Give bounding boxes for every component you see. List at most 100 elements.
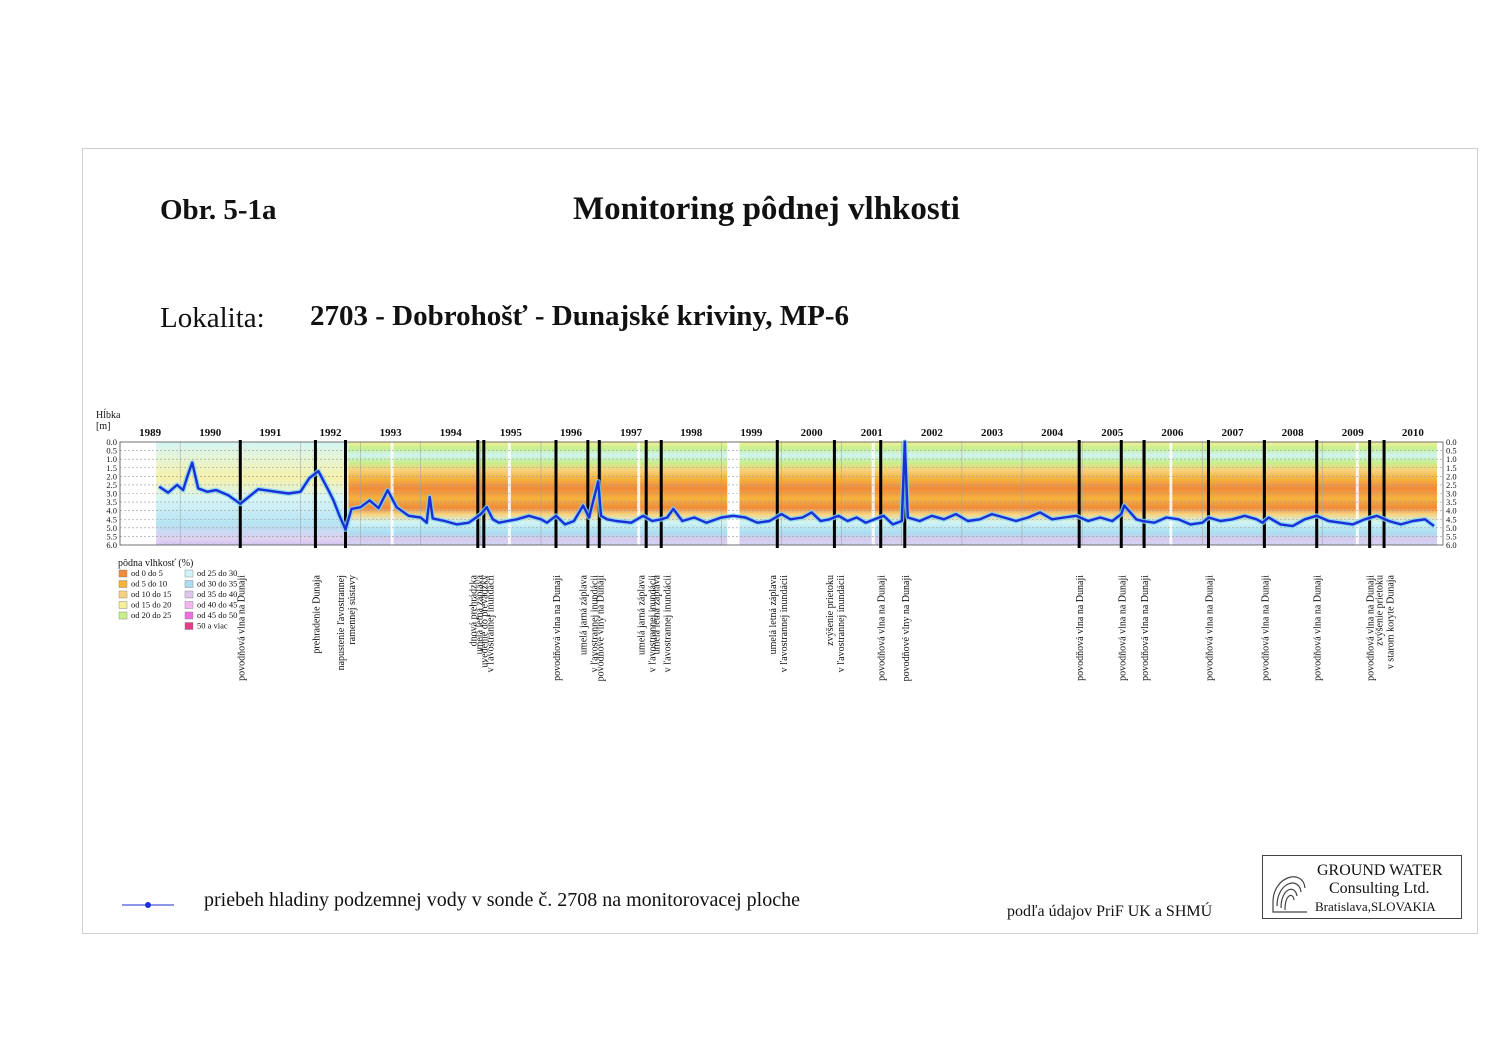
legend-swatch-5 bbox=[184, 569, 194, 578]
legend-swatch-6 bbox=[184, 580, 194, 588]
legend-label-1: od 5 do 10 bbox=[131, 579, 167, 589]
legend-swatch-9 bbox=[184, 611, 194, 620]
event-label-2-1: ramennej sústavy bbox=[347, 575, 358, 645]
event-label-10-0: umelá letná záplava bbox=[768, 574, 779, 654]
legend-swatch-1 bbox=[118, 580, 128, 588]
data-source: podľa údajov PriF UK a SHMÚ bbox=[1007, 903, 1213, 920]
plot-border bbox=[119, 441, 1444, 546]
event-label-3-1: uvedenie do prevádzky bbox=[479, 575, 490, 668]
y-tick-right-1: 0.5 bbox=[1446, 446, 1457, 456]
year-label-1993: 1993 bbox=[380, 427, 403, 439]
year-label-2007: 2007 bbox=[1222, 427, 1245, 439]
logo-line-2: Consulting Ltd. bbox=[1329, 880, 1430, 897]
event-label-6-1: v ľavostrannej inundácii bbox=[589, 575, 600, 673]
legend-swatch-4 bbox=[118, 611, 128, 620]
year-label-2005: 2005 bbox=[1101, 427, 1124, 439]
y-tick-right-10: 5.0 bbox=[1446, 523, 1457, 533]
event-label-0-0: povodňová vlna na Dunaji bbox=[236, 575, 247, 681]
legend-label-9: od 45 do 50 bbox=[197, 610, 237, 620]
y-tick-left-8: 4.0 bbox=[106, 506, 117, 516]
series-legend-text: priebeh hladiny podzemnej vody v sonde č… bbox=[204, 889, 800, 911]
y-tick-right-6: 3.0 bbox=[1446, 489, 1457, 499]
y-tick-left-5: 2.5 bbox=[106, 480, 117, 490]
event-label-21-0: zvýšenie prietoku bbox=[1375, 575, 1386, 646]
y-tick-right-4: 2.0 bbox=[1446, 471, 1457, 481]
y-tick-right-7: 3.5 bbox=[1446, 497, 1457, 507]
legend-label-4: od 20 do 25 bbox=[131, 610, 171, 620]
legend-swatch-10 bbox=[184, 622, 194, 630]
figure-frame bbox=[82, 148, 1478, 934]
year-label-1989: 1989 bbox=[139, 427, 162, 439]
y-tick-left-3: 1.5 bbox=[106, 463, 117, 473]
y-tick-left-11: 5.5 bbox=[106, 531, 117, 541]
event-label-3-0: dnová prehrádzka bbox=[468, 574, 479, 646]
event-label-14-0: povodňová vlna na Dunaji bbox=[1075, 575, 1086, 681]
location-value: 2703 - Dobrohošť - Dunajské kriviny, MP-… bbox=[310, 300, 850, 332]
event-label-4-0: umelá letná záplava bbox=[474, 574, 485, 654]
y-tick-left-7: 3.5 bbox=[106, 497, 117, 507]
event-label-4-1: v ľavostrannej inundácii bbox=[485, 575, 496, 673]
event-label-12-0: povodňová vlna na Dunaji bbox=[877, 575, 888, 681]
year-label-2006: 2006 bbox=[1161, 427, 1184, 439]
year-label-1992: 1992 bbox=[319, 427, 342, 439]
event-label-13-0: povodňové vlny na Dunaji bbox=[901, 575, 912, 682]
year-label-1998: 1998 bbox=[680, 427, 703, 439]
year-label-2009: 2009 bbox=[1342, 427, 1365, 439]
groundwater-logo-icon bbox=[1272, 876, 1307, 913]
event-label-15-0: povodňová vlna na Dunaji bbox=[1117, 575, 1128, 681]
y-tick-left-2: 1.0 bbox=[106, 454, 117, 464]
event-label-8-0: umelá jarná záplava bbox=[637, 574, 648, 655]
y-tick-right-11: 5.5 bbox=[1446, 531, 1457, 541]
year-label-2010: 2010 bbox=[1402, 427, 1425, 439]
legend-label-6: od 30 do 35 bbox=[197, 579, 237, 589]
event-label-11-1: v ľavostrannej inundácii bbox=[836, 575, 847, 673]
legend-swatch-0 bbox=[118, 569, 128, 578]
year-label-1996: 1996 bbox=[560, 427, 583, 439]
legend-label-2: od 10 do 15 bbox=[131, 589, 171, 599]
y-tick-right-5: 2.5 bbox=[1446, 480, 1457, 490]
year-label-2000: 2000 bbox=[801, 427, 824, 439]
event-label-5-0: povodňová vlna na Dunaji bbox=[552, 575, 563, 681]
event-label-16-0: povodňová vlna na Dunaji bbox=[1140, 575, 1151, 681]
event-label-6-0: umelá jarná záplava bbox=[578, 574, 589, 655]
legend-label-10: 50 a viac bbox=[197, 621, 228, 631]
event-label-7-0: povodňové vlny na Dunaji bbox=[595, 575, 606, 682]
event-label-19-0: povodňová vlna na Dunaji bbox=[1313, 575, 1324, 681]
legend-swatch-3 bbox=[118, 601, 128, 609]
year-label-2003: 2003 bbox=[981, 427, 1004, 439]
event-label-8-1: v ľavostrannej inundácii bbox=[648, 575, 659, 673]
heatmap-gap-0 bbox=[120, 442, 157, 545]
logo-line-1: GROUND WATER bbox=[1317, 862, 1443, 879]
chart-title: Monitoring pôdnej vlhkosti bbox=[573, 191, 960, 227]
logo-line-3: Bratislava,SLOVAKIA bbox=[1315, 899, 1436, 914]
y-tick-left-4: 2.0 bbox=[106, 471, 117, 481]
event-label-17-0: povodňová vlna na Dunaji bbox=[1204, 575, 1215, 681]
y-tick-right-12: 6.0 bbox=[1446, 540, 1457, 550]
year-label-2004: 2004 bbox=[1041, 427, 1064, 439]
year-label-1990: 1990 bbox=[199, 427, 222, 439]
y-tick-left-0: 0.0 bbox=[106, 437, 117, 447]
y-tick-left-6: 3.0 bbox=[106, 489, 117, 499]
year-label-1997: 1997 bbox=[620, 427, 643, 439]
legend-label-8: od 40 do 45 bbox=[197, 600, 237, 610]
event-label-18-0: povodňová vlna na Dunaji bbox=[1260, 575, 1271, 681]
legend-title: pôdna vlhkosť (%) bbox=[118, 558, 193, 569]
legend-label-5: od 25 do 30 bbox=[197, 568, 237, 578]
year-label-2002: 2002 bbox=[921, 427, 944, 439]
year-label-1994: 1994 bbox=[440, 427, 463, 439]
event-label-2-0: napustenie ľavostrannej bbox=[336, 575, 347, 670]
year-label-2001: 2001 bbox=[861, 427, 883, 439]
event-label-9-0: umelá letná záplava bbox=[652, 574, 663, 654]
y-tick-right-8: 4.0 bbox=[1446, 506, 1457, 516]
year-label-1991: 1991 bbox=[259, 427, 281, 439]
y-tick-left-10: 5.0 bbox=[106, 523, 117, 533]
year-label-2008: 2008 bbox=[1282, 427, 1305, 439]
event-label-1-0: prehradenie Dunaja bbox=[311, 574, 322, 653]
event-label-10-1: v ľavostrannej inundácii bbox=[779, 575, 790, 673]
legend-label-3: od 15 do 20 bbox=[131, 600, 171, 610]
year-label-1995: 1995 bbox=[500, 427, 523, 439]
year-label-1999: 1999 bbox=[740, 427, 763, 439]
event-label-20-0: povodňová vlna na Dunaji bbox=[1366, 575, 1377, 681]
heatmap-column-gap-4 bbox=[1169, 442, 1173, 545]
